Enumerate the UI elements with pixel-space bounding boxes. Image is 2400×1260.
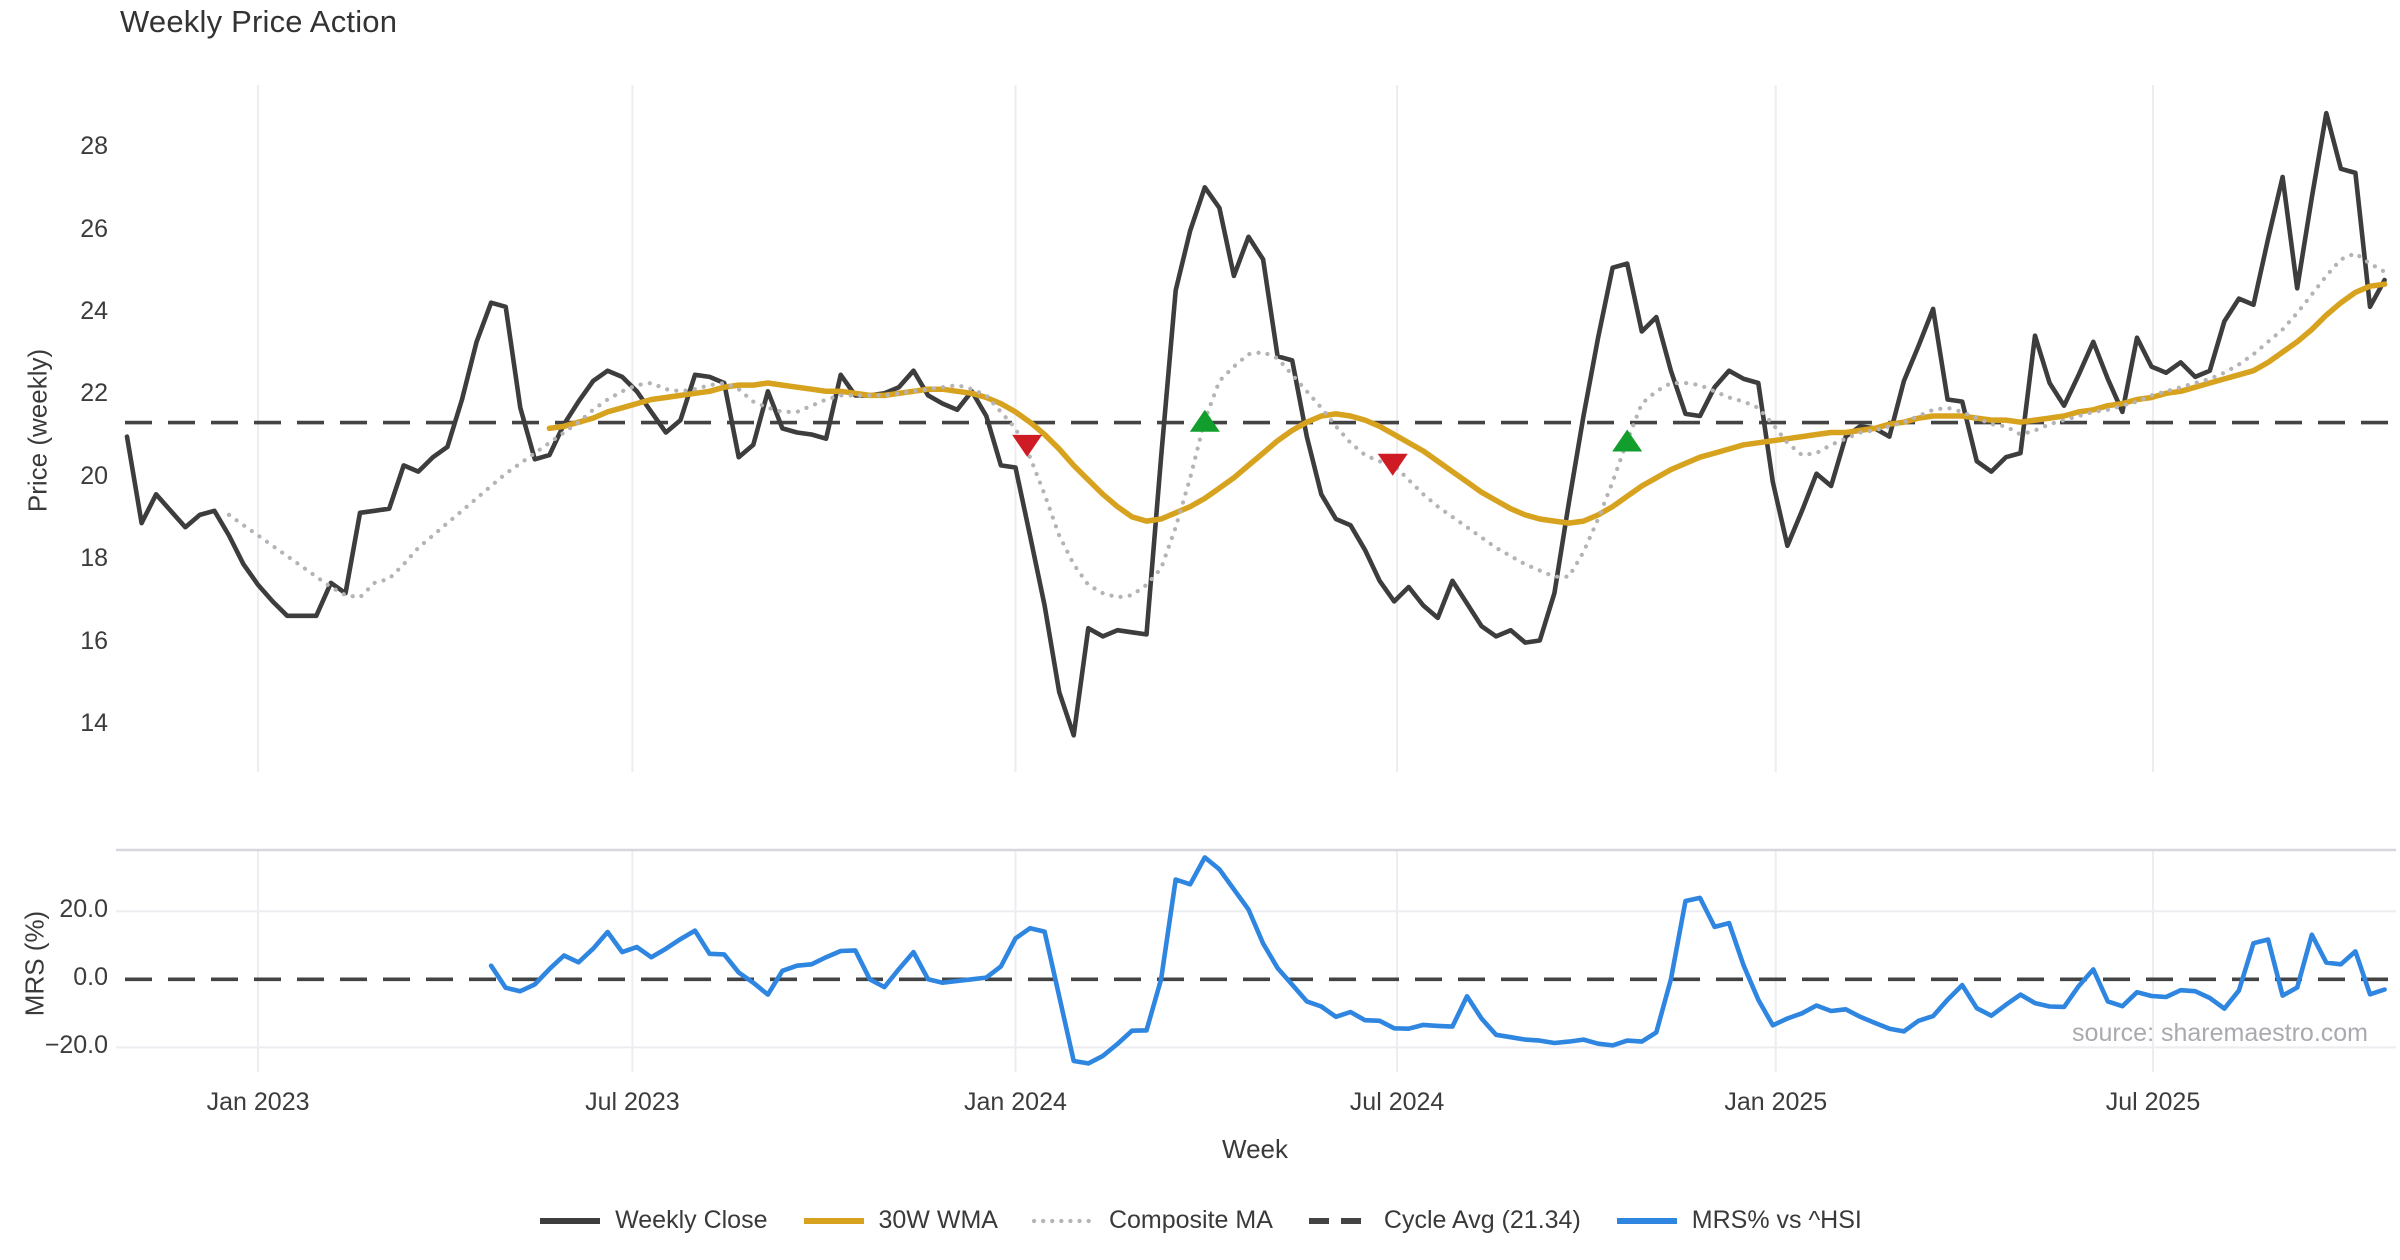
price-y-tick-label: 20 xyxy=(80,461,108,490)
legend-item: Weekly Close xyxy=(538,1206,768,1235)
x-tick-label: Jan 2024 xyxy=(964,1088,1067,1116)
price-y-tick-label: 22 xyxy=(80,379,108,408)
legend-swatch-solid xyxy=(1616,1217,1677,1224)
chart-title: Weekly Price Action xyxy=(120,4,398,39)
price-y-tick-label: 14 xyxy=(80,709,108,737)
legend-item: Cycle Avg (21.34) xyxy=(1307,1206,1581,1235)
price-y-tick-label: 18 xyxy=(80,544,108,573)
price-y-tick-label: 16 xyxy=(80,626,108,655)
x-tick-label: Jul 2025 xyxy=(2105,1088,2201,1116)
x-tick-label: Jan 2023 xyxy=(206,1088,310,1116)
sell-marker xyxy=(1377,453,1408,476)
legend-label: Cycle Avg (21.34) xyxy=(1383,1206,1581,1234)
legend: Weekly Close 30W WMA Composite MA Cycle Avg… xyxy=(0,1206,2400,1235)
legend-swatch-solid xyxy=(540,1217,601,1224)
x-axis-label: Week xyxy=(1222,1134,1288,1164)
sell-marker xyxy=(1012,434,1043,457)
legend-label: Weekly Close xyxy=(615,1206,768,1234)
x-tick-label: Jan 2025 xyxy=(1724,1088,1828,1116)
legend-label: 30W WMA xyxy=(878,1206,998,1234)
series-weekly-close xyxy=(124,110,2387,738)
legend-label: Composite MA xyxy=(1108,1206,1273,1234)
x-tick-label: Jul 2024 xyxy=(1349,1088,1445,1116)
legend-item: MRS% vs ^HSI xyxy=(1615,1206,1862,1235)
mrs-y-tick-label: 0.0 xyxy=(73,963,108,992)
buy-marker xyxy=(1612,429,1643,452)
legend-item: Composite MA xyxy=(1031,1206,1273,1235)
mrs-y-tick-label: 20.0 xyxy=(59,895,108,924)
legend-swatch-dashed xyxy=(1308,1217,1369,1224)
mrs-y-tick-label: −20.0 xyxy=(44,1031,108,1060)
legend-swatch-dotted xyxy=(1031,1218,1096,1223)
series-composite-ma xyxy=(226,251,2387,600)
legend-item: 30W WMA xyxy=(802,1206,998,1235)
series-mrs-vs-hsi xyxy=(488,855,2387,1066)
price-y-tick-label: 26 xyxy=(80,214,108,243)
source-note: source: sharemaestro.com xyxy=(2072,1019,2368,1047)
x-tick-label: Jul 2023 xyxy=(585,1088,680,1116)
buy-marker xyxy=(1189,409,1220,432)
price-y-tick-label: 28 xyxy=(80,132,108,161)
legend-label: MRS% vs ^HSI xyxy=(1691,1206,1862,1234)
price-y-tick-label: 24 xyxy=(80,297,108,325)
legend-swatch-solid xyxy=(803,1217,864,1224)
series-30w-wma xyxy=(546,281,2388,526)
